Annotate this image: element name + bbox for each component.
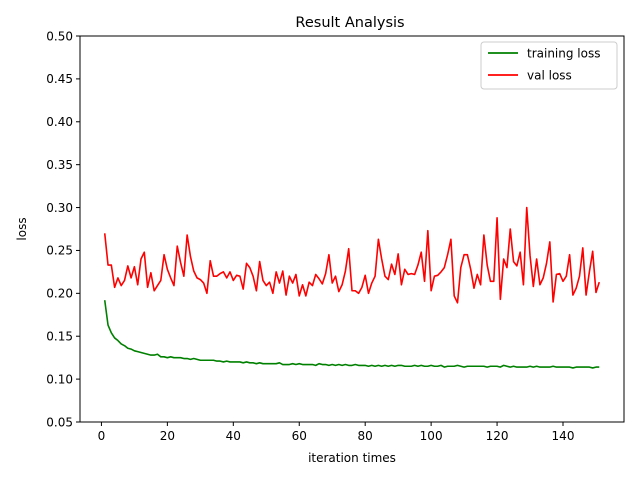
y-tick-label: 0.20	[46, 287, 73, 301]
y-axis-ticks: 0.05 0.10 0.15 0.20 0.25 0.30 0.35 0.40 0.45 0.50	[46, 29, 80, 429]
y-tick-label: 0.25	[46, 244, 73, 258]
series-line-training-loss	[103, 300, 600, 369]
series-layer	[103, 206, 601, 369]
x-tick-label: 40	[226, 429, 241, 443]
chart-title: Result Analysis	[295, 15, 404, 31]
y-tick-label: 0.45	[46, 72, 73, 86]
x-tick-label: 0	[98, 429, 106, 443]
plot-frame	[79, 35, 625, 423]
y-tick-label: 0.35	[46, 158, 73, 172]
x-tick-label: 120	[486, 429, 509, 443]
x-tick-label: 100	[420, 429, 443, 443]
x-tick-label: 20	[160, 429, 175, 443]
y-tick-label: 0.50	[46, 29, 73, 43]
y-tick-label: 0.30	[46, 201, 73, 215]
y-tick-label: 0.15	[46, 330, 73, 344]
x-tick-label: 140	[552, 429, 575, 443]
y-tick-label: 0.10	[46, 372, 73, 386]
x-tick-label: 60	[292, 429, 307, 443]
series-line-val-loss	[103, 206, 601, 304]
y-tick-label: 0.40	[46, 115, 73, 129]
legend-label-val-loss: val loss	[527, 69, 572, 83]
x-tick-label: 80	[358, 429, 373, 443]
legend: training loss val loss	[480, 41, 618, 90]
y-axis-label: loss	[15, 217, 29, 240]
x-axis-label: iteration times	[308, 451, 396, 465]
x-axis-ticks: 0 20 40 60 80 100 120 140	[98, 422, 575, 443]
legend-label-training-loss: training loss	[527, 47, 600, 61]
y-tick-label: 0.05	[46, 415, 73, 429]
